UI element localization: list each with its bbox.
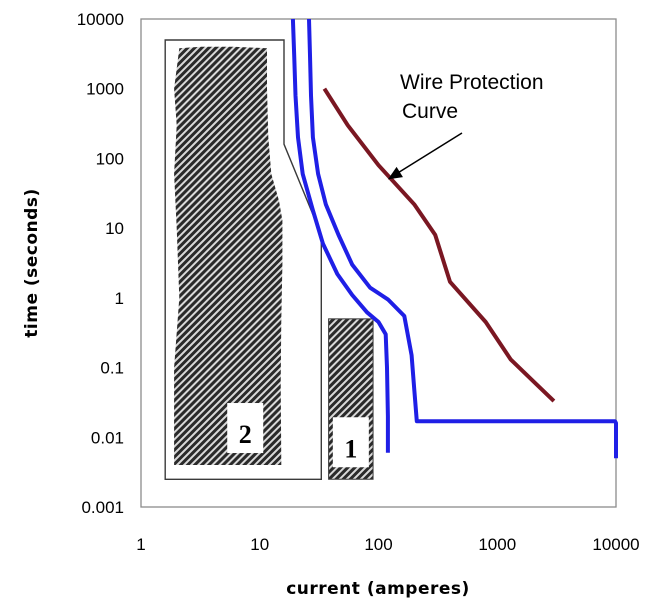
x-tick-labels: 1 10 100 1000 10000: [136, 535, 639, 554]
region-2-label: 2: [239, 420, 252, 449]
x-tick-label: 10: [250, 535, 269, 554]
y-tick-label: 0.01: [91, 428, 124, 447]
x-tick-label: 100: [364, 535, 392, 554]
wire-protection-curve: [322, 87, 556, 403]
y-axis-title: time (seconds): [22, 188, 42, 337]
y-tick-label: 0.1: [100, 359, 124, 378]
y-tick-label: 10000: [77, 10, 124, 29]
region-1-label-bg: [332, 417, 369, 468]
annotation-layer: Wire Protection Curve: [387, 71, 544, 180]
x-tick-label: 1000: [478, 535, 516, 554]
y-tick-label: 10: [105, 219, 124, 238]
y-tick-label: 100: [96, 149, 124, 168]
y-tick-label: 1000: [86, 80, 124, 99]
annotation-arrow-line: [393, 132, 463, 177]
series-layer: [290, 18, 618, 459]
region-2-label-bg: [227, 403, 264, 454]
annotation-text-line: Curve: [402, 100, 458, 123]
region-2-hatch: [174, 46, 283, 465]
x-axis-title: current (amperes): [286, 579, 470, 599]
band-lower-curve: [290, 18, 390, 453]
band-upper-curve: [307, 18, 618, 459]
x-tick-label: 10000: [592, 535, 639, 554]
y-tick-label: 0.001: [81, 498, 124, 517]
region-1-label: 1: [344, 434, 357, 463]
y-tick-labels: 10000 1000 100 10 1 0.1 0.01 0.001: [77, 10, 124, 517]
y-tick-label: 1: [115, 289, 124, 308]
annotation-arrow-head: [387, 166, 403, 180]
x-tick-label: 1: [136, 535, 145, 554]
annotation-text-line: Wire Protection: [400, 71, 544, 94]
